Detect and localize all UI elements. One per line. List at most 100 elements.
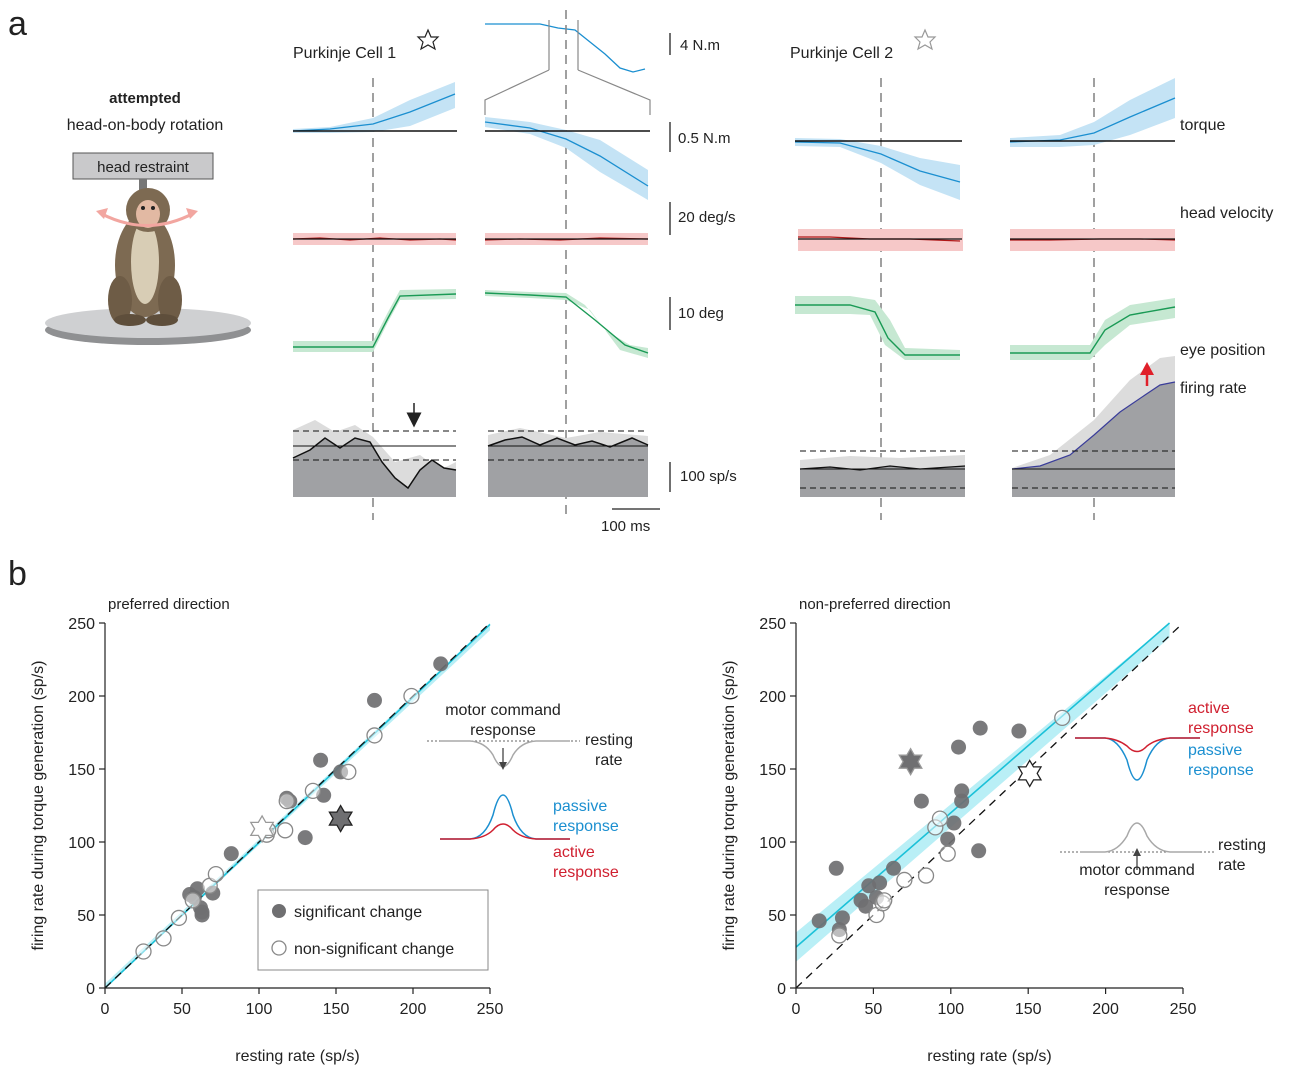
- legend-nonsignificant: non-significant change: [294, 941, 454, 958]
- schematic-left-active2: response: [553, 864, 619, 881]
- data-point-significant: [913, 793, 929, 809]
- data-point-significant: [828, 860, 844, 876]
- y-tick-label: 200: [759, 689, 786, 706]
- scatter-preferred: 0 50 100 150 200 250 0 50 100 150 200 250 preferred …: [30, 596, 503, 1065]
- torque-inset-trace: [485, 23, 646, 73]
- data-point-nonsignificant: [831, 927, 848, 944]
- fit-confidence-band: [796, 623, 1170, 962]
- x-tick-label: 250: [477, 1001, 504, 1018]
- data-point-nonsignificant: [277, 822, 294, 839]
- schematic-right-passive2: response: [1188, 762, 1254, 779]
- scale-torque-inset: 4 N.m: [680, 37, 720, 54]
- data-point-significant: [834, 910, 850, 926]
- schematic-nonpreferred: active response passive response motor c…: [1060, 700, 1266, 899]
- y-tick-label: 0: [777, 981, 786, 998]
- data-point-significant: [367, 692, 382, 708]
- schematic-left-passive2: response: [553, 818, 619, 835]
- row-label-firing-rate: firing rate: [1180, 380, 1247, 397]
- chart-title: preferred direction: [108, 596, 230, 613]
- legend-open-marker: [271, 940, 287, 956]
- data-point-nonsignificant: [340, 763, 357, 781]
- data-point-significant: [223, 846, 239, 862]
- x-tick-label: 50: [173, 1001, 191, 1018]
- legend-significant: significant change: [294, 904, 422, 921]
- scatter-nonpreferred: 0 50 100 150 200 250 0 50 100 150 200 250 non-prefer…: [721, 596, 1196, 1065]
- row-label-eye-position: eye position: [1180, 342, 1265, 359]
- schematic-left-line2: response: [470, 722, 536, 739]
- identity-line: [795, 622, 1184, 989]
- data-point-nonsignificant: [931, 810, 949, 827]
- y-tick-label: 150: [68, 762, 95, 779]
- data-point-nonsignificant: [207, 865, 225, 883]
- schematic-right-passive1: passive: [1188, 742, 1242, 759]
- data-point-nonsignificant: [917, 867, 935, 884]
- data-point-significant: [971, 843, 987, 859]
- x-tick-label: 200: [400, 1001, 427, 1018]
- y-tick-label: 200: [68, 689, 95, 706]
- data-point-nonsignificant: [366, 727, 383, 744]
- data-point-significant: [946, 815, 962, 831]
- cell1-title: Purkinje Cell 1: [293, 45, 396, 62]
- data-point-nonsignificant: [170, 909, 188, 927]
- x-tick-label: 200: [1092, 1001, 1119, 1018]
- scale-velocity: 20 deg/s: [678, 209, 736, 226]
- x-tick-label: 150: [1015, 1001, 1042, 1018]
- data-point-significant: [886, 860, 902, 876]
- schematic-right-line2: response: [1104, 882, 1170, 899]
- data-point-significant: [297, 830, 313, 846]
- data-point-nonsignificant: [403, 687, 420, 705]
- identity-line: [104, 622, 491, 989]
- panel-a-traces: Purkinje Cell 1 Purkinje Cell 2: [292, 10, 1273, 535]
- highlighted-cell-star-icon: [1017, 759, 1043, 788]
- data-point-significant: [433, 656, 449, 672]
- y-tick-label: 100: [759, 835, 786, 852]
- fit-line: [795, 622, 1171, 948]
- x-tick-label: 50: [865, 1001, 883, 1018]
- caption-attempted: attempted: [109, 90, 181, 107]
- x-tick-label: 150: [323, 1001, 350, 1018]
- data-point-significant: [858, 898, 874, 914]
- y-axis-label: firing rate during torque generation (sp…: [721, 661, 738, 951]
- highlighted-cell-star-icon: [328, 804, 354, 833]
- data-point-significant: [872, 875, 888, 891]
- y-tick-label: 100: [68, 835, 95, 852]
- x-tick-label: 0: [101, 1001, 110, 1018]
- row-label-torque: torque: [1180, 117, 1225, 134]
- x-tick-label: 100: [937, 1001, 964, 1018]
- data-point-nonsignificant: [896, 871, 913, 889]
- y-tick-label: 50: [77, 908, 95, 925]
- schematic-right-resting1: resting: [1218, 837, 1266, 854]
- y-tick-label: 250: [68, 616, 95, 633]
- x-tick-label: 250: [1170, 1001, 1197, 1018]
- data-point-nonsignificant: [278, 792, 295, 810]
- panel-label-a: a: [8, 5, 27, 43]
- x-axis-label: resting rate (sp/s): [235, 1048, 359, 1065]
- y-tick-label: 250: [759, 616, 786, 633]
- data-point-nonsignificant: [304, 782, 322, 800]
- data-point-significant: [313, 752, 329, 768]
- data-point-nonsignificant: [1054, 709, 1071, 727]
- chart-title: non-preferred direction: [799, 596, 951, 613]
- schematic-left-line1: motor command: [445, 702, 561, 719]
- schematic-left-resting1: resting: [585, 732, 633, 749]
- schematic-right-active1: active: [1188, 700, 1230, 717]
- data-point-nonsignificant: [135, 943, 152, 960]
- scale-time: 100 ms: [601, 518, 650, 535]
- schematic-right-line1: motor command: [1079, 862, 1195, 879]
- cell1-star-icon: [416, 28, 440, 51]
- legend-filled-marker: [272, 904, 286, 918]
- schematic-left-resting2: rate: [595, 752, 623, 769]
- data-point-significant: [1011, 723, 1027, 739]
- cell2-title: Purkinje Cell 2: [790, 45, 893, 62]
- schematic-left-active1: active: [553, 844, 595, 861]
- row-label-head-velocity: head velocity: [1180, 205, 1273, 222]
- data-point-significant: [954, 793, 970, 809]
- monkey-illustration: attempted head-on-body rotation head res…: [45, 90, 251, 345]
- y-axis-label: firing rate during torque generation (sp…: [30, 661, 47, 951]
- caption-rotation: head-on-body rotation: [67, 117, 224, 134]
- data-point-nonsignificant: [876, 892, 893, 909]
- y-tick-label: 150: [759, 762, 786, 779]
- cell2-up-arrow-icon: [1140, 362, 1154, 386]
- data-point-significant: [940, 831, 956, 847]
